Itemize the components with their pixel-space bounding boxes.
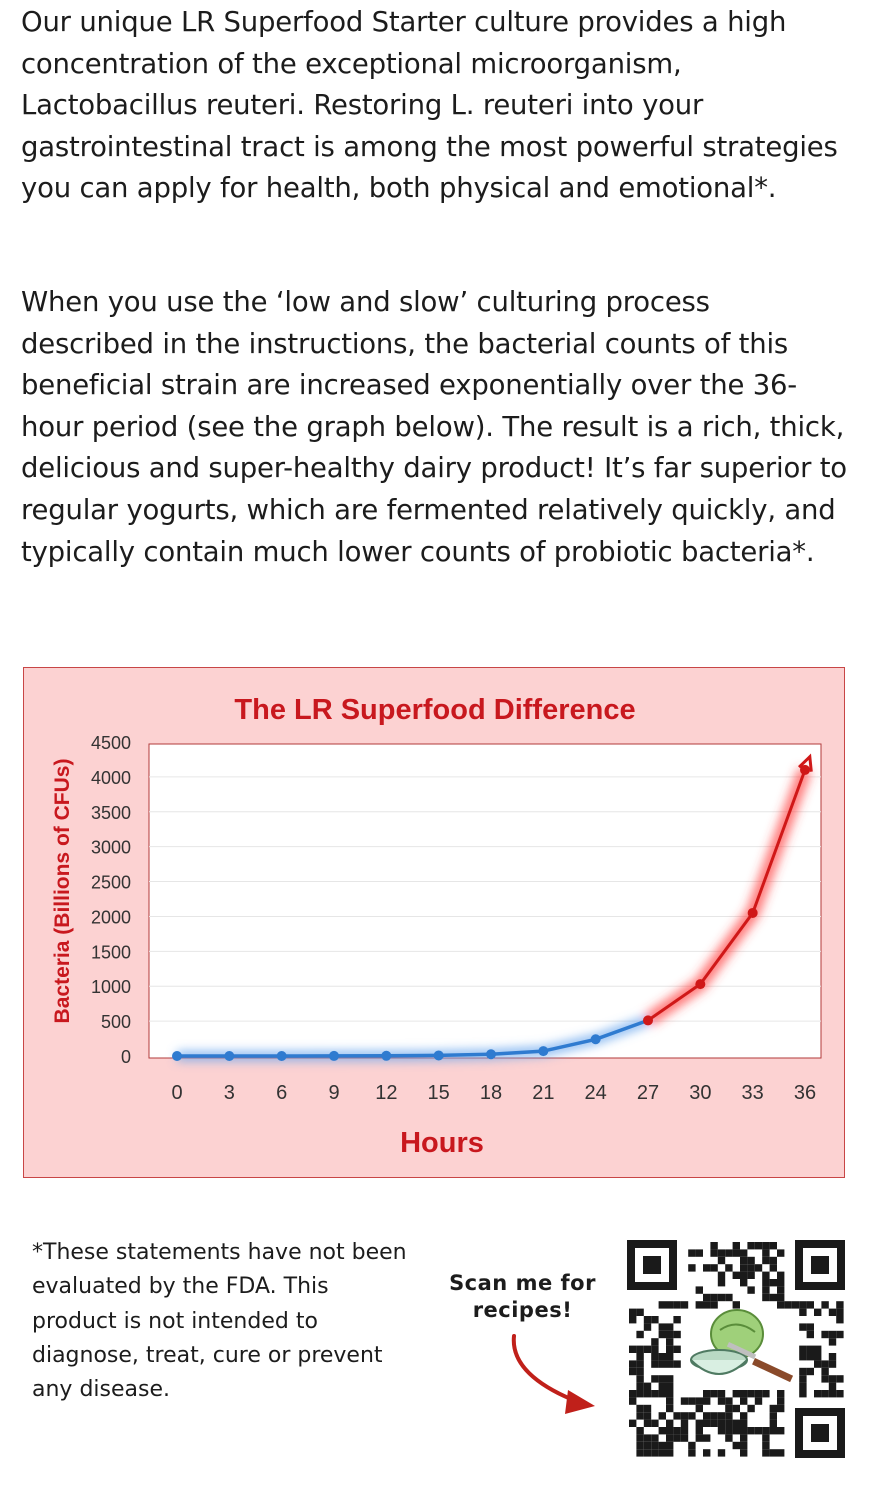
x-tick-label: 27	[637, 1082, 659, 1104]
data-point	[381, 1050, 392, 1061]
data-point	[172, 1051, 182, 1061]
x-tick-label: 33	[742, 1082, 764, 1104]
data-point	[643, 1015, 653, 1026]
series-line-low	[177, 1018, 649, 1058]
data-point	[276, 1051, 287, 1061]
y-tick-label: 3500	[91, 803, 131, 823]
x-tick-label: 21	[532, 1082, 554, 1104]
x-tick-label: 3	[224, 1082, 235, 1104]
x-axis-label: Hours	[400, 1127, 484, 1159]
x-tick-label: 9	[328, 1082, 339, 1104]
bowl-and-cabbage-icon	[690, 1309, 794, 1383]
intro-paragraph-2: When you use the ‘low and slow’ culturin…	[21, 286, 847, 568]
intro-paragraph-1: Our unique LR Superfood Starter culture …	[21, 6, 838, 205]
y-tick-label: 4500	[91, 733, 131, 753]
y-tick-label: 3000	[91, 838, 131, 858]
data-point	[590, 1034, 601, 1045]
data-point	[329, 1050, 339, 1061]
x-tick-label: 15	[428, 1082, 450, 1104]
y-tick-label: 1500	[91, 942, 131, 962]
line-chart: The LR Superfood Difference 0 500 1000 1500…	[51, 694, 822, 1159]
y-tick-label: 2000	[91, 907, 131, 927]
y-tick-label: 2500	[91, 873, 131, 893]
scan-me-label: Scan me for recipes!	[449, 1271, 596, 1322]
y-axis-label: Bacteria (Billions of CFUs)	[51, 759, 74, 1024]
series-line-high	[647, 769, 807, 1022]
data-point	[800, 764, 810, 775]
y-tick-label: 500	[101, 1012, 131, 1032]
y-tick-label: 1000	[91, 977, 131, 997]
chart-title: The LR Superfood Difference	[234, 694, 635, 726]
x-tick-label: 12	[375, 1082, 397, 1104]
x-tick-label: 0	[171, 1082, 182, 1104]
curved-arrow-icon	[511, 1334, 595, 1414]
data-point	[433, 1050, 444, 1061]
x-tick-label: 24	[585, 1082, 607, 1104]
data-point	[747, 907, 758, 918]
data-point	[695, 979, 706, 990]
x-tick-label: 18	[480, 1082, 502, 1104]
line-arrow-head	[797, 753, 813, 772]
data-point	[486, 1049, 496, 1060]
data-point	[538, 1046, 549, 1057]
y-tick-label: 0	[121, 1047, 131, 1067]
x-tick-label: 36	[794, 1082, 816, 1104]
x-tick-label: 30	[689, 1082, 711, 1104]
plot-area	[148, 743, 822, 1059]
data-point	[224, 1051, 235, 1061]
chart-panel: The LR Superfood Difference 0 500 1000 1500…	[23, 667, 845, 1178]
y-tick-label: 4000	[91, 768, 131, 788]
x-tick-label: 6	[276, 1082, 287, 1104]
fda-disclaimer: *These statements have not been evaluate…	[32, 1240, 407, 1403]
qr-code-icon[interactable]	[625, 1238, 847, 1460]
